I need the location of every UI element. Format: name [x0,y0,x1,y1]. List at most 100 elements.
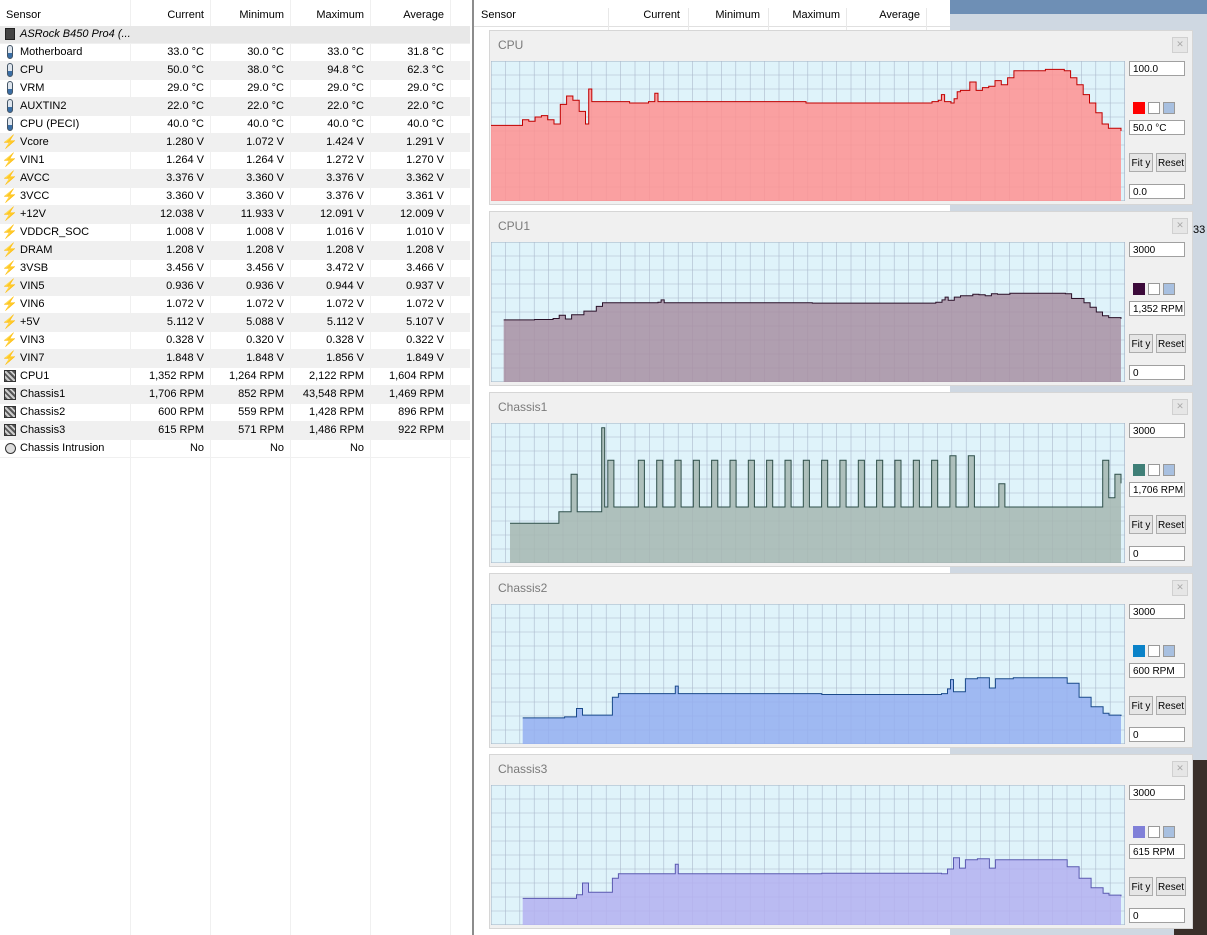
graph-min-field[interactable]: 0.0 [1129,184,1185,199]
table-row[interactable]: ⚡ 3VSB 3.456 V 3.456 V 3.472 V 3.466 V [0,260,470,278]
background-color-swatch[interactable] [1148,464,1160,476]
close-icon[interactable]: ✕ [1172,580,1188,596]
table-row[interactable]: AUXTIN2 22.0 °C 22.0 °C 22.0 °C 22.0 °C [0,98,470,116]
fit-y-button[interactable]: Fit y [1129,515,1153,534]
background-color-swatch[interactable] [1148,826,1160,838]
header-average[interactable]: Average [403,9,444,21]
table-row[interactable]: Motherboard 33.0 °C 30.0 °C 33.0 °C 31.8 °C [0,44,470,62]
graph-color-swatches[interactable] [1133,283,1178,295]
table-row[interactable]: ⚡ AVCC 3.376 V 3.360 V 3.376 V 3.362 V [0,170,470,188]
header-minimum[interactable]: Minimum [239,9,284,21]
graph-title: Chassis1 [498,400,548,414]
graph-max-field[interactable]: 3000 [1129,423,1185,438]
fit-y-button[interactable]: Fit y [1129,696,1153,715]
table-row[interactable]: ⚡ Vcore 1.280 V 1.072 V 1.424 V 1.291 V [0,134,470,152]
average-value: 896 RPM [398,406,444,418]
series-color-swatch[interactable] [1133,464,1145,476]
voltage-icon: ⚡ [1,314,19,329]
right-header-minimum[interactable]: Minimum [715,9,760,21]
right-header-maximum[interactable]: Maximum [792,9,840,21]
reset-button[interactable]: Reset [1156,696,1186,715]
table-row[interactable]: VRM 29.0 °C 29.0 °C 29.0 °C 29.0 °C [0,80,470,98]
graph-color-swatches[interactable] [1133,464,1178,476]
table-row[interactable]: ⚡ VIN5 0.936 V 0.936 V 0.944 V 0.937 V [0,278,470,296]
header-maximum[interactable]: Maximum [316,9,364,21]
fit-y-button[interactable]: Fit y [1129,877,1153,896]
graph-min-field[interactable]: 0 [1129,546,1185,561]
table-row[interactable]: ⚡ +12V 12.038 V 11.933 V 12.091 V 12.009 V [0,206,470,224]
table-row[interactable]: Chassis1 1,706 RPM 852 RPM 43,548 RPM 1,469 … [0,386,470,404]
fit-y-button[interactable]: Fit y [1129,334,1153,353]
header-sensor[interactable]: Sensor [6,9,41,21]
graph-min-field[interactable]: 0 [1129,365,1185,380]
background-color-swatch[interactable] [1148,283,1160,295]
voltage-icon: ⚡ [1,260,19,275]
graph-min-field[interactable]: 0 [1129,727,1185,742]
graph-window-cpu1[interactable]: CPU1 ✕ 3000 1,352 RPM Fit y Reset 0 [489,211,1193,386]
graph-max-field[interactable]: 3000 [1129,242,1185,257]
graph-color-swatches[interactable] [1133,645,1178,657]
series-color-swatch[interactable] [1133,102,1145,114]
table-row[interactable]: ⚡ VIN1 1.264 V 1.264 V 1.272 V 1.270 V [0,152,470,170]
close-icon[interactable]: ✕ [1172,399,1188,415]
graph-max-field[interactable]: 3000 [1129,785,1185,800]
table-row[interactable]: ⚡ VIN3 0.328 V 0.320 V 0.328 V 0.322 V [0,332,470,350]
table-row[interactable]: ⚡ VIN6 1.072 V 1.072 V 1.072 V 1.072 V [0,296,470,314]
close-icon[interactable]: ✕ [1172,761,1188,777]
close-icon[interactable]: ✕ [1172,218,1188,234]
table-row[interactable]: CPU1 1,352 RPM 1,264 RPM 2,122 RPM 1,604 RPM [0,368,470,386]
table-row[interactable]: Chassis2 600 RPM 559 RPM 1,428 RPM 896 RPM [0,404,470,422]
background-color-swatch[interactable] [1148,102,1160,114]
table-row[interactable]: ASRock B450 Pro4 (... [0,26,470,44]
graph-color-swatches[interactable] [1133,102,1178,114]
table-row[interactable]: ⚡ DRAM 1.208 V 1.208 V 1.208 V 1.208 V [0,242,470,260]
graph-window-cpu[interactable]: CPU ✕ 100.0 50.0 °C Fit y Reset 0.0 [489,30,1193,205]
reset-button[interactable]: Reset [1156,153,1186,172]
grid-color-swatch[interactable] [1163,645,1175,657]
maximum-value: 3.472 V [326,262,364,274]
grid-color-swatch[interactable] [1163,826,1175,838]
grid-color-swatch[interactable] [1163,283,1175,295]
table-row[interactable]: ⚡ VIN7 1.848 V 1.848 V 1.856 V 1.849 V [0,350,470,368]
graph-max-field[interactable]: 3000 [1129,604,1185,619]
pane-divider[interactable] [472,0,474,935]
table-row[interactable]: CPU (PECI) 40.0 °C 40.0 °C 40.0 °C 40.0 °C [0,116,470,134]
average-value: 922 RPM [398,424,444,436]
graph-window-chassis3[interactable]: Chassis3 ✕ 3000 615 RPM Fit y Reset 0 [489,754,1193,929]
graph-min-field[interactable]: 0 [1129,908,1185,923]
background-color-swatch[interactable] [1148,645,1160,657]
series-color-swatch[interactable] [1133,826,1145,838]
table-row[interactable]: ⚡ VDDCR_SOC 1.008 V 1.008 V 1.016 V 1.010 V [0,224,470,242]
fit-y-button[interactable]: Fit y [1129,153,1153,172]
reset-button[interactable]: Reset [1156,877,1186,896]
graph-plot-area [491,61,1125,201]
right-header-average[interactable]: Average [879,9,920,21]
table-row[interactable]: ⚡ 3VCC 3.360 V 3.360 V 3.376 V 3.361 V [0,188,470,206]
average-value: 1,469 RPM [388,388,444,400]
series-color-swatch[interactable] [1133,645,1145,657]
table-row[interactable]: ⚡ +5V 5.112 V 5.088 V 5.112 V 5.107 V [0,314,470,332]
graph-window-chassis2[interactable]: Chassis2 ✕ 3000 600 RPM Fit y Reset 0 [489,573,1193,748]
graph-current-field: 1,352 RPM [1129,301,1185,316]
sensor-table-pane: Sensor Current Minimum Maximum Average A… [0,0,470,935]
table-row[interactable]: CPU 50.0 °C 38.0 °C 94.8 °C 62.3 °C [0,62,470,80]
graph-title: CPU [498,38,524,52]
reset-button[interactable]: Reset [1156,334,1186,353]
table-row[interactable]: Chassis Intrusion No No No [0,440,470,458]
graph-max-field[interactable]: 100.0 [1129,61,1185,76]
sensor-name: VIN3 [20,334,45,346]
header-current[interactable]: Current [167,9,204,21]
sensor-name: +12V [20,208,46,220]
right-header-current[interactable]: Current [643,9,680,21]
graph-color-swatches[interactable] [1133,826,1178,838]
grid-color-swatch[interactable] [1163,464,1175,476]
series-line [491,68,1122,131]
right-header-sensor[interactable]: Sensor [481,9,516,21]
close-icon[interactable]: ✕ [1172,37,1188,53]
voltage-icon: ⚡ [1,242,19,257]
reset-button[interactable]: Reset [1156,515,1186,534]
graph-window-chassis1[interactable]: Chassis1 ✕ 3000 1,706 RPM Fit y Reset 0 [489,392,1193,567]
grid-color-swatch[interactable] [1163,102,1175,114]
table-row[interactable]: Chassis3 615 RPM 571 RPM 1,486 RPM 922 RPM [0,422,470,440]
series-color-swatch[interactable] [1133,283,1145,295]
